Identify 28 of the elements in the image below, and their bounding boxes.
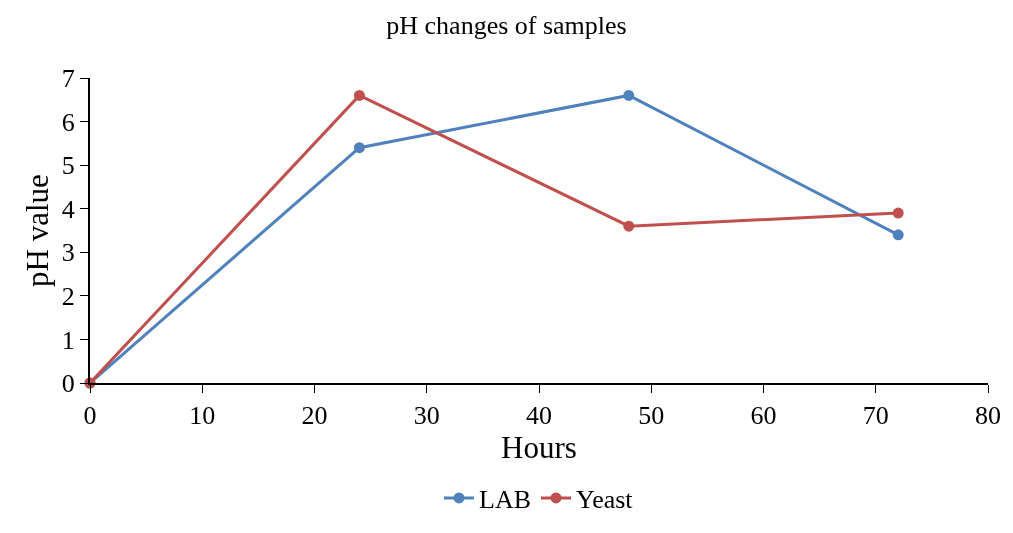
point [623, 220, 635, 232]
y-tick-label: 7 [61, 64, 75, 94]
x-tick-label: 40 [526, 401, 552, 431]
x-tick-label: 70 [862, 401, 889, 431]
point [353, 142, 365, 154]
y-tick-label: 3 [61, 238, 75, 268]
y-tick-label: 5 [61, 151, 75, 181]
legend-label: LAB [479, 485, 531, 515]
point [892, 207, 904, 219]
x-tick-label: 80 [975, 401, 1001, 431]
x-tick-label: 60 [750, 401, 777, 431]
point [892, 229, 904, 241]
point [623, 89, 635, 101]
x-tick-label: 10 [189, 401, 216, 431]
y-tick-label: 6 [61, 107, 75, 137]
y-tick-label: 2 [61, 281, 75, 311]
y-axis-title: pH value [19, 174, 55, 287]
x-tick-label: 30 [413, 401, 440, 431]
point [353, 89, 365, 101]
chart-title: pH changes of samples [386, 11, 627, 41]
x-axis-title: Hours [501, 430, 577, 466]
y-tick-label: 4 [61, 194, 75, 224]
x-tick-label: 0 [83, 401, 97, 431]
legend-label: Yeast [576, 485, 634, 515]
x-tick-label: 20 [301, 401, 328, 431]
y-tick-label: 0 [61, 369, 75, 399]
y-tick-label: 1 [61, 325, 75, 355]
x-tick-label: 50 [638, 401, 665, 431]
